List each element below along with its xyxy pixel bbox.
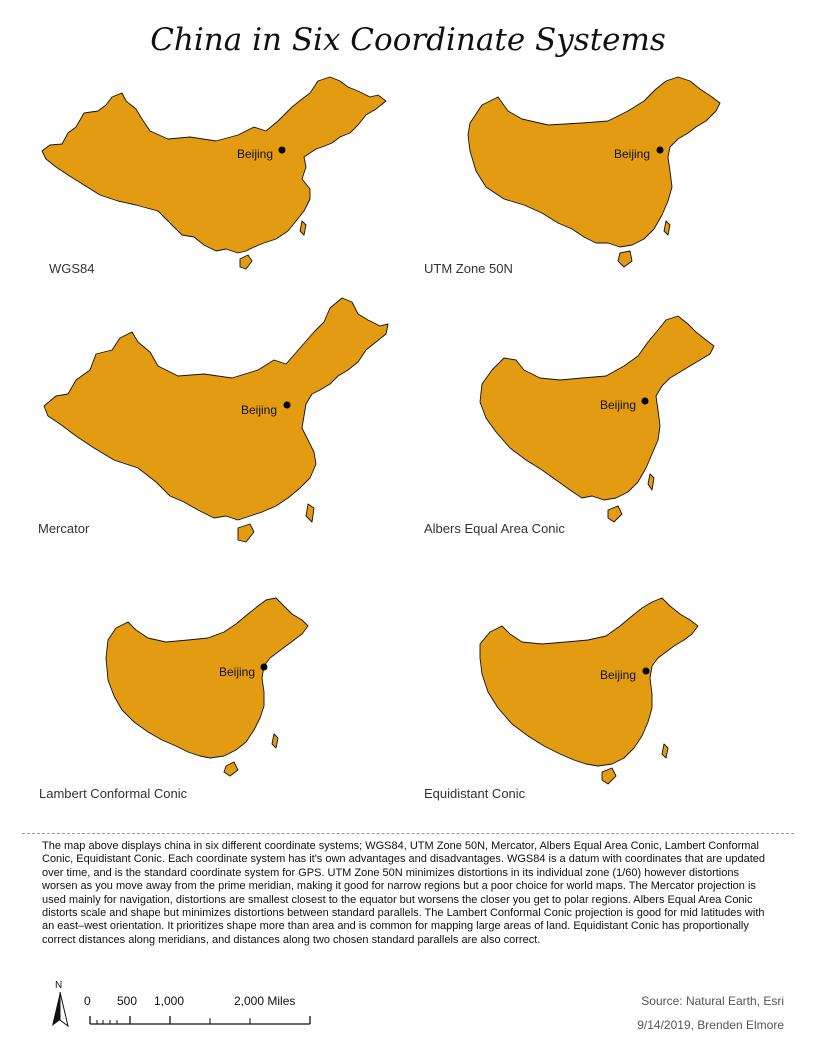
landmass-shape — [647, 473, 655, 491]
scale-bar: 0 500 1,000 2,000 Miles — [84, 994, 324, 1028]
map-panel-utm-zone-50n: Beijing UTM Zone 50N — [422, 75, 732, 285]
projection-label-utm-zone-50n: UTM Zone 50N — [424, 261, 513, 276]
china-outline-utm — [467, 76, 721, 268]
city-label-beijing: Beijing — [219, 665, 256, 679]
beijing-point-marker — [283, 401, 291, 409]
projection-label-wgs84: WGS84 — [49, 261, 95, 276]
map-description: The map above displays china in six diff… — [42, 840, 766, 946]
landmass-shape — [601, 767, 617, 785]
beijing-point-marker — [656, 146, 664, 154]
map-panel-wgs84: Beijing WGS84 — [40, 75, 390, 285]
landmass-shape — [105, 597, 309, 759]
landmass-shape — [239, 254, 253, 270]
map-panel-lambert-conformal-conic: Beijing Lambert Conformal Conic — [38, 596, 348, 806]
city-label-beijing: Beijing — [600, 668, 637, 682]
landmass-shape — [237, 523, 255, 543]
source-credit: Source: Natural Earth, Esri — [641, 994, 784, 1008]
landmass-shape — [305, 503, 315, 523]
projection-label-equidistant-conic: Equidistant Conic — [424, 786, 526, 801]
landmass-shape — [607, 505, 623, 523]
landmass-shape — [299, 220, 307, 236]
city-label-beijing: Beijing — [241, 403, 278, 417]
landmass-shape — [661, 743, 669, 759]
beijing-point-marker — [641, 397, 649, 405]
map-panel-albers-equal-area-conic: Beijing Albers Equal Area Conic — [424, 314, 724, 544]
landmass-shape — [467, 76, 721, 248]
beijing-point-marker — [278, 146, 286, 154]
landmass-shape — [663, 220, 671, 236]
projection-label-albers-equal-area-conic: Albers Equal Area Conic — [424, 521, 565, 536]
landmass-shape — [223, 761, 239, 777]
city-label-beijing: Beijing — [600, 398, 637, 412]
china-outline-mercator — [43, 297, 389, 543]
north-label: N — [55, 980, 63, 991]
scale-label-500: 500 — [117, 994, 138, 1008]
city-label-beijing: Beijing — [237, 147, 274, 161]
china-outline-albers — [479, 315, 715, 523]
scale-label-2000-miles: 2,000 Miles — [234, 994, 296, 1008]
landmass-shape — [271, 733, 279, 749]
projection-label-lambert-conformal-conic: Lambert Conformal Conic — [39, 786, 188, 801]
map-title: China in Six Coordinate Systems — [150, 22, 666, 58]
beijing-point-marker — [260, 663, 268, 671]
china-outline-equidistant — [479, 597, 699, 785]
scale-bar-graphic — [89, 1016, 311, 1025]
landmass-shape — [41, 76, 387, 254]
city-label-beijing: Beijing — [614, 147, 651, 161]
north-arrow-icon — [52, 992, 69, 1028]
landmass-shape — [43, 297, 389, 521]
china-outline-lambert — [105, 597, 309, 777]
scale-label-0: 0 — [84, 994, 91, 1008]
landmass-shape — [479, 597, 699, 767]
scale-label-1000: 1,000 — [154, 994, 185, 1008]
author-credit: 9/14/2019, Brenden Elmore — [637, 1018, 784, 1032]
beijing-point-marker — [642, 667, 650, 675]
projection-label-mercator: Mercator — [38, 521, 90, 536]
map-panel-mercator: Beijing Mercator — [38, 292, 393, 552]
map-panel-equidistant-conic: Beijing Equidistant Conic — [424, 596, 724, 806]
section-divider — [22, 833, 794, 834]
landmass-shape — [617, 250, 633, 268]
china-outline-wgs84 — [41, 76, 387, 270]
north-arrow: N — [48, 980, 72, 1028]
landmass-shape — [479, 315, 715, 501]
